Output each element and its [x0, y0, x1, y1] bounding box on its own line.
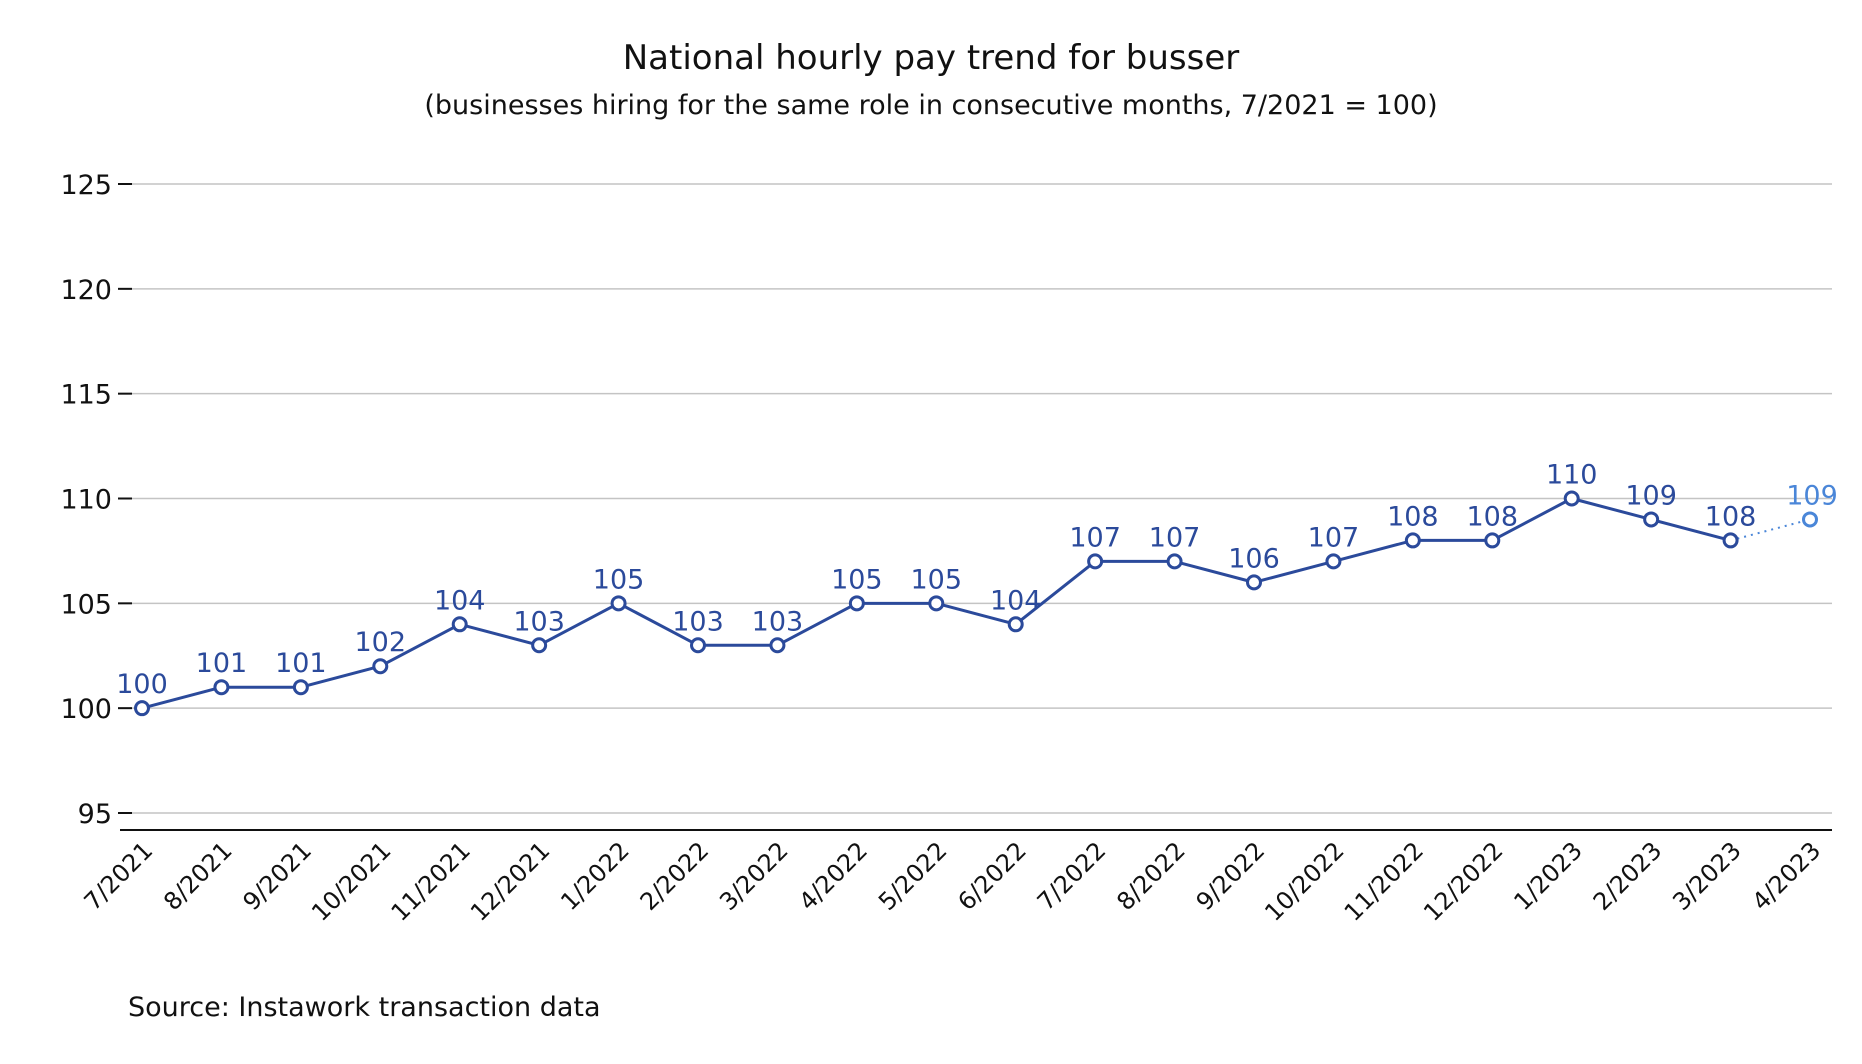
- data-label: 105: [593, 564, 645, 595]
- x-tick-label: 2/2022: [635, 836, 715, 916]
- x-tick-label: 1/2023: [1508, 836, 1588, 916]
- x-tick-label: 3/2023: [1667, 836, 1747, 916]
- data-label: 105: [831, 564, 883, 595]
- y-tick-label: 120: [60, 275, 112, 306]
- data-point: [1007, 616, 1024, 633]
- data-point: [1484, 532, 1501, 549]
- data-point: [451, 616, 468, 633]
- data-point: [213, 679, 230, 696]
- data-label: 104: [434, 585, 486, 616]
- x-tick-label: 11/2022: [1339, 836, 1429, 926]
- source-note: Source: Instawork transaction data: [128, 992, 601, 1023]
- data-point: [1404, 532, 1421, 549]
- data-label: 103: [672, 606, 724, 637]
- data-label: 108: [1467, 501, 1519, 532]
- x-tick-label: 10/2021: [306, 836, 396, 926]
- data-labels: 100 101 101 102 104 103 105 103 103 105 105 104 107 1…: [116, 460, 1838, 701]
- data-label: 101: [275, 648, 327, 679]
- x-tick-label: 10/2022: [1259, 836, 1349, 926]
- data-point: [610, 595, 627, 612]
- chart-subtitle: (businesses hiring for the same role in …: [424, 90, 1438, 121]
- x-tick-label: 3/2022: [714, 836, 794, 916]
- y-tick-label: 110: [60, 485, 112, 516]
- y-tick-label: 95: [78, 799, 112, 830]
- x-tick-label: 8/2022: [1111, 836, 1191, 916]
- x-tick-label: 1/2022: [555, 836, 635, 916]
- x-tick-label: 7/2021: [79, 836, 159, 916]
- data-point: [1802, 511, 1818, 528]
- data-point: [1087, 553, 1104, 570]
- data-label: 107: [1308, 522, 1360, 553]
- data-point: [1166, 553, 1183, 570]
- data-point: [769, 637, 786, 654]
- x-tick-label: 6/2022: [952, 836, 1032, 916]
- x-tick-label: 12/2021: [465, 836, 555, 926]
- x-tick-label: 11/2021: [386, 836, 476, 926]
- data-point: [1563, 490, 1580, 507]
- y-tick-label: 125: [60, 170, 112, 201]
- x-tick-label: 7/2022: [1032, 836, 1112, 916]
- gridlines: [120, 183, 1832, 814]
- y-tick-label: 105: [60, 589, 112, 620]
- x-tick-label: 2/2023: [1588, 836, 1668, 916]
- data-label: 108: [1387, 501, 1439, 532]
- data-point: [690, 637, 706, 654]
- data-label: 100: [116, 669, 168, 700]
- data-label: 103: [513, 606, 565, 637]
- x-tick-label: 9/2021: [238, 836, 318, 916]
- data-point: [134, 700, 150, 717]
- data-label: 101: [196, 648, 248, 679]
- data-points: [134, 490, 1818, 717]
- data-point: [531, 637, 548, 654]
- data-label: 105: [911, 564, 963, 595]
- data-label: 110: [1546, 460, 1598, 491]
- data-point: [1246, 574, 1262, 591]
- y-tick-label: 100: [60, 694, 112, 725]
- x-tick-label: 9/2022: [1191, 836, 1271, 916]
- data-point: [1325, 553, 1342, 570]
- data-label: 109: [1625, 480, 1677, 511]
- x-tick-label: 4/2022: [794, 836, 874, 916]
- y-tick-label: 115: [60, 380, 112, 411]
- x-tick-label: 8/2021: [158, 836, 238, 916]
- data-label: 106: [1228, 543, 1280, 574]
- data-label: 107: [1069, 522, 1121, 553]
- data-label: 104: [990, 585, 1042, 616]
- data-point: [928, 595, 945, 612]
- data-label: 102: [355, 627, 407, 658]
- chart-title: National hourly pay trend for busser: [622, 38, 1240, 78]
- data-label: 107: [1149, 522, 1201, 553]
- data-point: [292, 679, 309, 696]
- data-label: 109: [1786, 480, 1838, 511]
- x-tick-label: 4/2023: [1747, 836, 1827, 916]
- data-point: [848, 595, 865, 612]
- data-point: [1643, 511, 1660, 528]
- data-label: 103: [752, 606, 804, 637]
- x-tick-label: 5/2022: [873, 836, 953, 916]
- data-label: 108: [1705, 501, 1757, 532]
- data-point: [1722, 532, 1739, 549]
- x-tick-label: 12/2022: [1418, 836, 1508, 926]
- data-point: [372, 658, 389, 675]
